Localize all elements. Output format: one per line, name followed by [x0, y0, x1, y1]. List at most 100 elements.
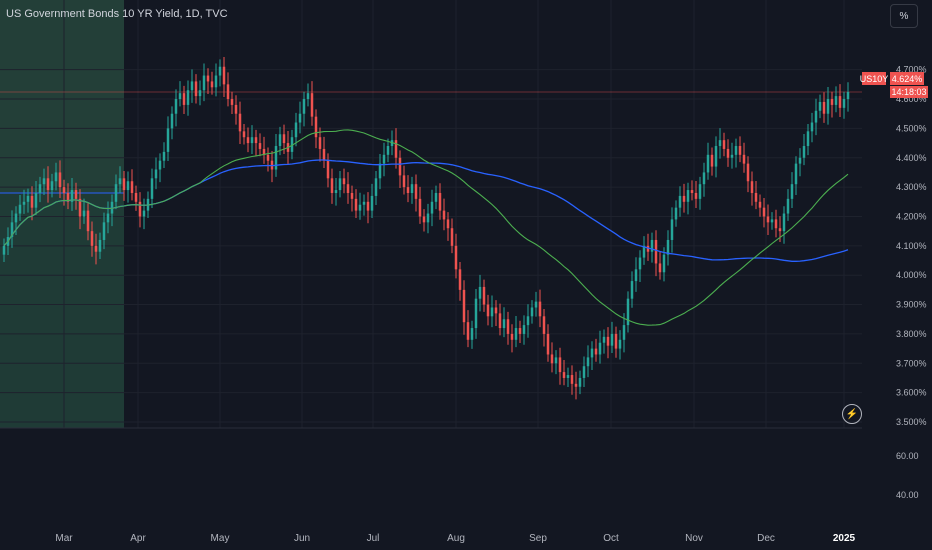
candle-body: [550, 354, 554, 364]
candle-body: [446, 219, 450, 229]
candle-body: [242, 131, 246, 138]
candle-body: [562, 372, 566, 378]
candle-body: [822, 101, 826, 114]
candle-body: [358, 204, 362, 211]
candle-body: [438, 192, 442, 211]
candle-body: [690, 190, 694, 193]
candle-body: [546, 333, 550, 355]
countdown-label: 14:18:03: [891, 87, 927, 97]
candle-body: [758, 201, 762, 208]
lightning-icon[interactable]: ⚡: [842, 404, 862, 424]
candle-body: [174, 99, 178, 114]
candle-body: [450, 228, 454, 246]
candle-body: [374, 178, 378, 196]
candle-body: [282, 134, 286, 144]
candle-body: [774, 219, 778, 229]
candle-body: [262, 148, 266, 155]
candle-body: [770, 219, 774, 223]
candle-body: [798, 157, 802, 164]
time-axis[interactable]: Mar Apr May Jun Jul Aug Sep Oct Nov Dec 2025: [55, 533, 855, 544]
candle-body: [766, 216, 770, 223]
candle-body: [254, 137, 258, 144]
candle-body: [410, 184, 414, 193]
candle-body: [54, 172, 58, 182]
candle-body: [150, 178, 154, 199]
candle-body: [34, 192, 38, 208]
candle-body: [514, 328, 518, 340]
candle-body: [426, 213, 430, 223]
symbol-badge: US10Y: [859, 72, 889, 85]
candle-body: [430, 201, 434, 214]
candle-body: [718, 140, 722, 147]
candle-body: [494, 307, 498, 314]
candle-body: [658, 263, 662, 273]
candle-body: [682, 195, 686, 202]
candle-body: [46, 178, 50, 191]
candle-body: [762, 207, 766, 217]
lower-tick-label: 60.00: [896, 451, 919, 461]
candle-body: [686, 190, 690, 202]
candle-body: [670, 219, 674, 240]
price-tick-label: 4.400%: [896, 153, 927, 163]
candle-body: [466, 322, 470, 340]
candle-body: [58, 172, 62, 188]
grid: [0, 0, 862, 428]
chart-title: US Government Bonds 10 YR Yield, 1D, TVC: [6, 8, 228, 20]
candle-body: [470, 328, 474, 340]
candle-body: [790, 184, 794, 199]
candle-body: [218, 66, 222, 76]
candle-body: [318, 137, 322, 149]
candle-body: [354, 198, 358, 211]
candle-body: [274, 146, 278, 170]
candle-body: [606, 336, 610, 346]
candle-body: [734, 146, 738, 155]
candle-body: [230, 99, 234, 105]
candle-body: [826, 99, 830, 114]
candle-body: [742, 154, 746, 164]
candle-body: [382, 154, 386, 164]
candle-body: [298, 113, 302, 123]
candle-body: [82, 210, 86, 217]
countdown-badge: 14:18:03: [890, 86, 928, 98]
lower-pane-axis: 60.00 40.00: [896, 451, 919, 500]
candle-body: [778, 228, 782, 232]
candle-body: [626, 298, 630, 326]
candle-body: [794, 163, 798, 185]
candle-body: [622, 325, 626, 340]
candle-body: [530, 307, 534, 317]
candle-body: [482, 286, 486, 305]
candle-body: [278, 134, 282, 147]
candle-body: [66, 192, 70, 202]
candle-body: [610, 333, 614, 346]
candle-body: [534, 301, 538, 308]
symbol-label: US10Y: [859, 73, 889, 84]
candle-body: [250, 137, 254, 144]
candle-body: [402, 175, 406, 188]
price-axis[interactable]: 4.700% 4.600% 4.500% 4.400% 4.300% 4.200% 4.10…: [896, 65, 927, 427]
price-tick-label: 4.300%: [896, 182, 927, 192]
candle-body: [542, 316, 546, 334]
candle-body: [518, 328, 522, 334]
candle-body: [730, 154, 734, 158]
candle-body: [258, 143, 262, 149]
price-tick-label: 4.000%: [896, 270, 927, 280]
candle-body: [74, 190, 78, 199]
time-tick-label: Sep: [529, 533, 547, 544]
candle-body: [554, 357, 558, 364]
candle-body: [458, 269, 462, 290]
candle-body: [342, 178, 346, 185]
candle-body: [114, 184, 118, 202]
candle-body: [362, 201, 366, 205]
candle-body: [366, 201, 370, 211]
percent-scale-button[interactable]: %: [890, 4, 918, 28]
candle-body: [522, 325, 526, 334]
candle-body: [570, 375, 574, 384]
candle-body: [182, 93, 186, 105]
last-price-label: 4.624%: [891, 73, 923, 84]
candle-body: [246, 137, 250, 144]
candle-body: [838, 96, 842, 108]
candle-body: [70, 190, 74, 202]
ma-fast-line: [3, 129, 849, 326]
time-tick-label: Aug: [447, 533, 465, 544]
